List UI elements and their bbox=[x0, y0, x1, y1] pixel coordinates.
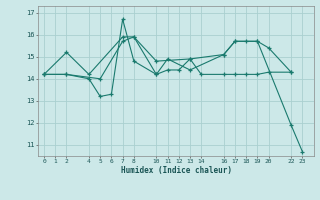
X-axis label: Humidex (Indice chaleur): Humidex (Indice chaleur) bbox=[121, 166, 231, 175]
